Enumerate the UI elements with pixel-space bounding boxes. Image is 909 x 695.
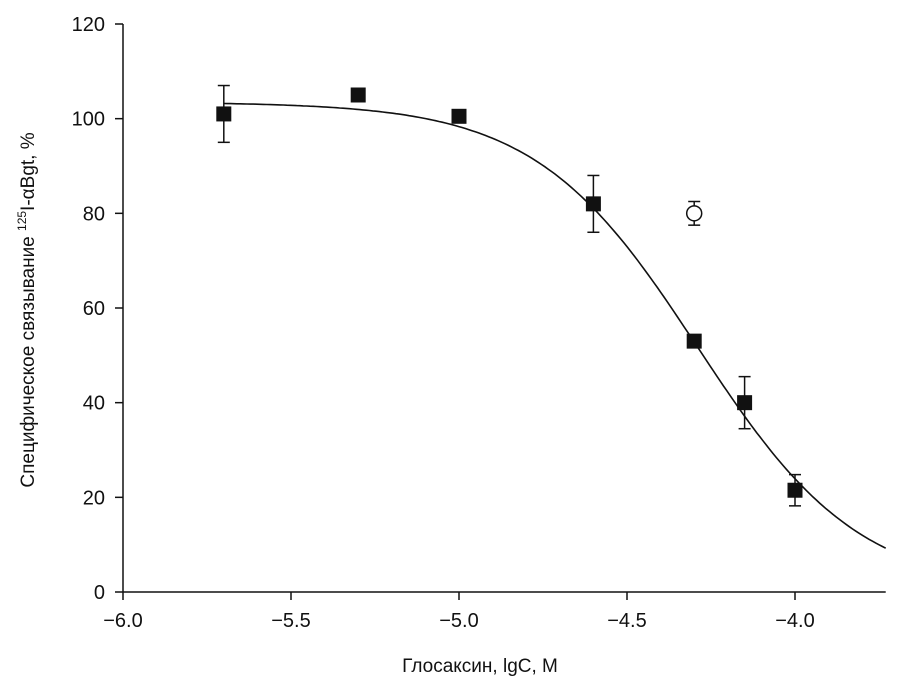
y-axis-label-tail: I-αBgt, % bbox=[18, 132, 39, 211]
data-points bbox=[216, 84, 803, 507]
y-tick-label: 120 bbox=[72, 14, 105, 36]
fit-curve-line bbox=[223, 102, 887, 549]
data-point-square bbox=[216, 106, 232, 122]
y-tick-label: 0 bbox=[94, 582, 105, 604]
y-tick-label: 40 bbox=[83, 393, 105, 415]
x-tick-label: −5.0 bbox=[439, 610, 478, 632]
fit-curve bbox=[223, 102, 887, 549]
data-point-square bbox=[686, 333, 702, 349]
x-axis-label: Глосаксин, lgC, M bbox=[402, 656, 558, 677]
y-tick-label: 100 bbox=[72, 109, 105, 131]
data-point-square bbox=[451, 108, 467, 124]
data-point-square bbox=[585, 196, 601, 212]
data-point-square bbox=[350, 87, 366, 103]
y-tick-label: 60 bbox=[83, 298, 105, 320]
y-axis-label-main: Специфическое связывание bbox=[18, 231, 39, 488]
data-point-square bbox=[737, 395, 753, 411]
x-tick-label: −6.0 bbox=[103, 610, 142, 632]
data-point-square bbox=[787, 482, 803, 498]
axes: −6.0 −5.5 −5.0 −4.5 −4.0 0 20 40 60 80 100 120 bbox=[72, 14, 886, 632]
y-axis-label: Специфическое связывание 125I-αBgt, % bbox=[15, 132, 39, 487]
y-tick-label: 20 bbox=[83, 487, 105, 509]
y-axis-label-sup: 125 bbox=[15, 211, 29, 231]
x-tick-label: −4.5 bbox=[607, 610, 646, 632]
x-tick-label: −4.0 bbox=[775, 610, 814, 632]
y-tick-label: 80 bbox=[83, 203, 105, 225]
x-tick-label: −5.5 bbox=[271, 610, 310, 632]
data-point-circle bbox=[685, 205, 703, 222]
